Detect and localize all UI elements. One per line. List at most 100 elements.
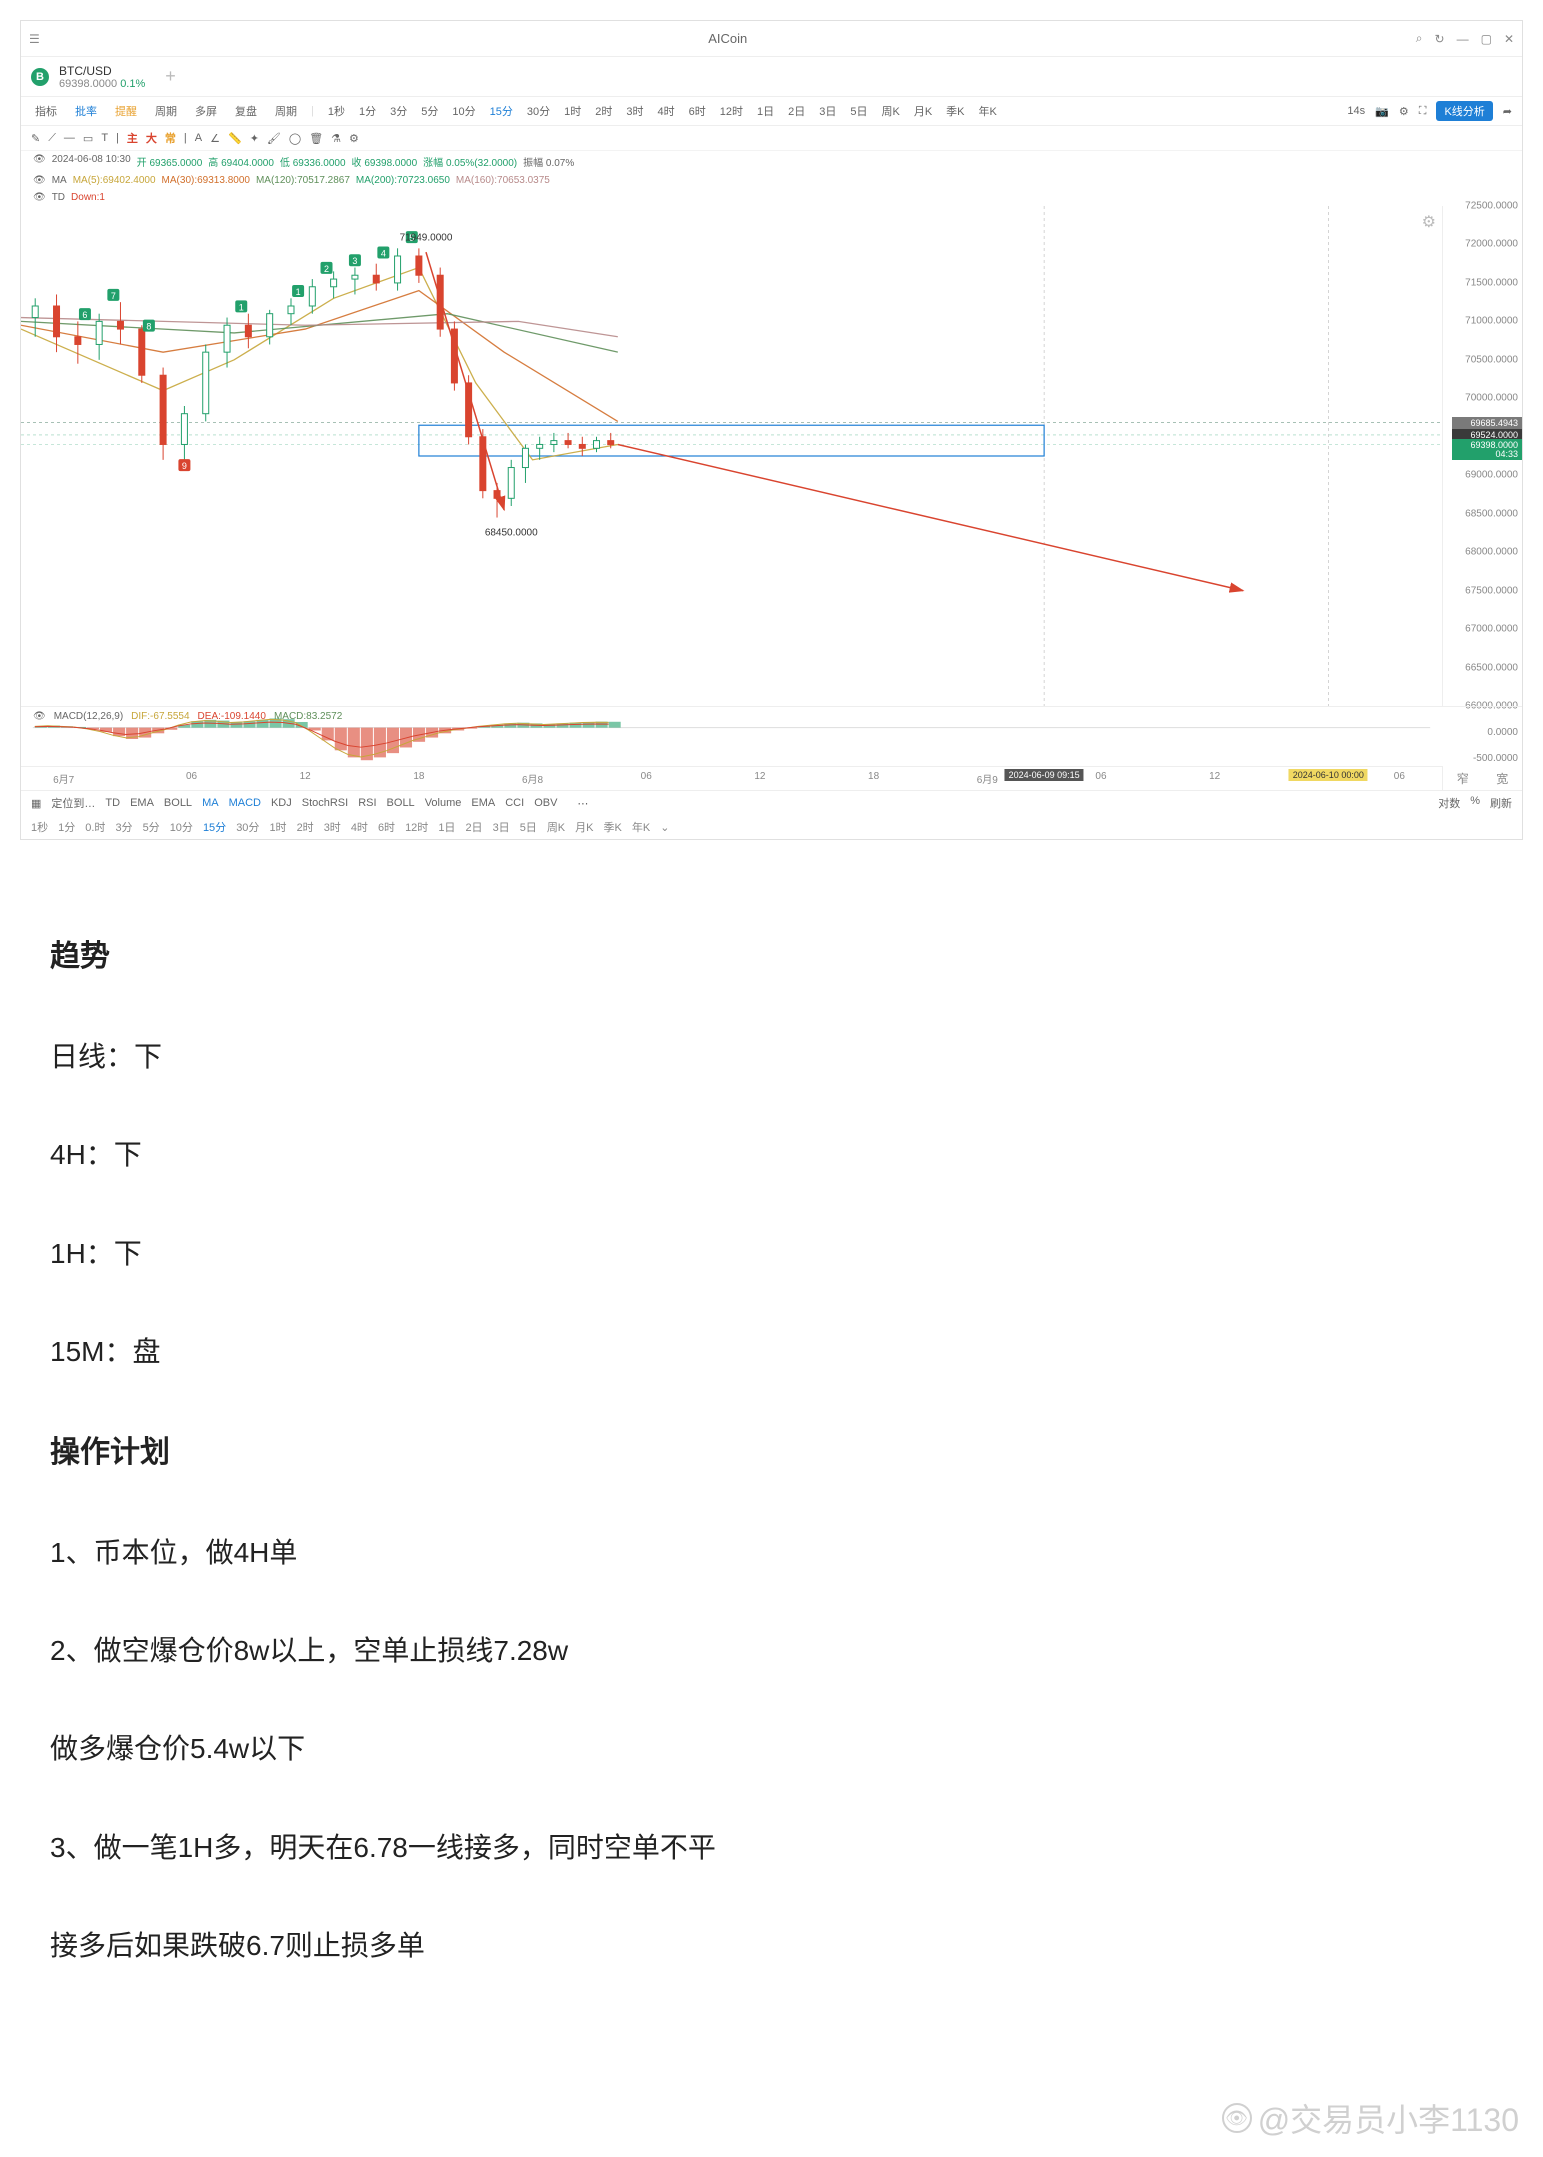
expand-icon[interactable]: ⛶ bbox=[1419, 105, 1427, 118]
tool-brush-icon[interactable]: 🖌 bbox=[267, 132, 281, 145]
tf-5分[interactable]: 5分 bbox=[417, 104, 442, 120]
btf-12时[interactable]: 12时 bbox=[405, 819, 428, 835]
add-tab-button[interactable]: + bbox=[155, 66, 186, 87]
locate-button[interactable]: 定位到… bbox=[51, 795, 95, 811]
btf-1时[interactable]: 1时 bbox=[269, 819, 286, 835]
tool-delete-icon[interactable]: 🗑 bbox=[309, 132, 323, 145]
btf-3分[interactable]: 3分 bbox=[115, 819, 132, 835]
size-normal[interactable]: 常 bbox=[165, 130, 176, 146]
indicator-CCI[interactable]: CCI bbox=[505, 797, 524, 809]
btf-30分[interactable]: 30分 bbox=[236, 819, 259, 835]
size-main[interactable]: 主 bbox=[127, 130, 138, 146]
tf-3分[interactable]: 3分 bbox=[386, 104, 411, 120]
tb-replay[interactable]: 复盘 bbox=[231, 101, 261, 121]
close-icon[interactable]: ✕ bbox=[1504, 32, 1514, 46]
refresh-button[interactable]: 刷新 bbox=[1490, 795, 1512, 811]
share-icon[interactable]: ➦ bbox=[1503, 105, 1512, 118]
btf-月K[interactable]: 月K bbox=[575, 819, 593, 835]
indicator-BOLL[interactable]: BOLL bbox=[164, 797, 192, 809]
symbol-pair[interactable]: BTC/USD bbox=[59, 64, 145, 78]
tf-1时[interactable]: 1时 bbox=[560, 104, 585, 120]
indicator-TD[interactable]: TD bbox=[105, 797, 120, 809]
btf-1日[interactable]: 1日 bbox=[438, 819, 455, 835]
main-chart-area[interactable]: 678911234571949.000068450.0000 72500.000… bbox=[21, 206, 1522, 706]
indicator-RSI[interactable]: RSI bbox=[358, 797, 376, 809]
eye-icon[interactable]: 👁 bbox=[33, 154, 46, 169]
tf-expand-icon[interactable]: ⌄ bbox=[660, 821, 669, 834]
btf-4时[interactable]: 4时 bbox=[351, 819, 368, 835]
percent-toggle[interactable]: % bbox=[1470, 795, 1480, 811]
draw-rect-icon[interactable]: ▭ bbox=[83, 132, 93, 145]
indicator-MA[interactable]: MA bbox=[202, 797, 219, 809]
tf-3时[interactable]: 3时 bbox=[622, 104, 647, 120]
zoom-controls[interactable]: 窄 宽 bbox=[1442, 766, 1522, 790]
btf-周K[interactable]: 周K bbox=[547, 819, 565, 835]
tb-cycle[interactable]: 周期 bbox=[271, 101, 301, 121]
more-indicators-icon[interactable]: ⋯ bbox=[577, 797, 588, 810]
tb-rate[interactable]: 批率 bbox=[71, 101, 101, 121]
tf-2时[interactable]: 2时 bbox=[591, 104, 616, 120]
draw-horiz-icon[interactable]: — bbox=[64, 132, 75, 144]
tf-3日[interactable]: 3日 bbox=[815, 104, 840, 120]
btf-1分[interactable]: 1分 bbox=[58, 819, 75, 835]
tool-angle-icon[interactable]: ∠ bbox=[210, 132, 220, 145]
tf-月K[interactable]: 月K bbox=[910, 104, 936, 120]
btf-5分[interactable]: 5分 bbox=[143, 819, 160, 835]
tf-5日[interactable]: 5日 bbox=[846, 104, 871, 120]
draw-pencil-icon[interactable]: ✎ bbox=[31, 132, 40, 145]
tool-ruler-icon[interactable]: 📏 bbox=[228, 132, 242, 145]
tool-settings-icon[interactable]: ⚙ bbox=[349, 132, 359, 145]
indicator-EMA[interactable]: EMA bbox=[130, 797, 154, 809]
app-menu-icon[interactable]: ☰ bbox=[29, 32, 40, 46]
grid-icon[interactable]: ▦ bbox=[31, 797, 41, 810]
tb-period[interactable]: 周期 bbox=[151, 101, 181, 121]
indicator-EMA[interactable]: EMA bbox=[471, 797, 495, 809]
tf-4时[interactable]: 4时 bbox=[653, 104, 678, 120]
eye-icon[interactable]: 👁 bbox=[33, 175, 46, 186]
chart-settings-icon[interactable]: ⚙ bbox=[1422, 212, 1436, 232]
size-large[interactable]: 大 bbox=[146, 130, 157, 146]
btf-10分[interactable]: 10分 bbox=[170, 819, 193, 835]
btf-15分[interactable]: 15分 bbox=[203, 819, 226, 835]
tool-magic-icon[interactable]: ✦ bbox=[250, 132, 259, 145]
eye-icon[interactable]: 👁 bbox=[33, 192, 46, 203]
btf-0.时[interactable]: 0.时 bbox=[85, 819, 105, 835]
indicator-MACD[interactable]: MACD bbox=[229, 797, 261, 809]
btf-2日[interactable]: 2日 bbox=[465, 819, 482, 835]
indicator-OBV[interactable]: OBV bbox=[534, 797, 557, 809]
settings-icon[interactable]: ⚙ bbox=[1399, 105, 1409, 118]
btf-季K[interactable]: 季K bbox=[604, 819, 622, 835]
tb-multi[interactable]: 多屏 bbox=[191, 101, 221, 121]
btf-年K[interactable]: 年K bbox=[632, 819, 650, 835]
maximize-icon[interactable]: ▢ bbox=[1481, 32, 1492, 46]
search-icon[interactable]: ⌕ bbox=[1416, 31, 1423, 46]
log-toggle[interactable]: 对数 bbox=[1438, 795, 1460, 811]
tf-15分[interactable]: 15分 bbox=[486, 104, 517, 120]
tool-circle-icon[interactable]: ◯ bbox=[289, 132, 301, 145]
tf-2日[interactable]: 2日 bbox=[784, 104, 809, 120]
draw-text-icon[interactable]: T bbox=[101, 132, 108, 144]
tb-alert[interactable]: 提醒 bbox=[111, 101, 141, 121]
btf-5日[interactable]: 5日 bbox=[520, 819, 537, 835]
tool-filter-icon[interactable]: ⚗ bbox=[331, 132, 341, 145]
tf-10分[interactable]: 10分 bbox=[448, 104, 479, 120]
btf-3时[interactable]: 3时 bbox=[324, 819, 341, 835]
tf-1秒[interactable]: 1秒 bbox=[324, 104, 349, 120]
btf-6时[interactable]: 6时 bbox=[378, 819, 395, 835]
tf-30分[interactable]: 30分 bbox=[523, 104, 554, 120]
tf-6时[interactable]: 6时 bbox=[685, 104, 710, 120]
tf-季K[interactable]: 季K bbox=[942, 104, 968, 120]
tool-a-icon[interactable]: A bbox=[195, 132, 202, 144]
tf-1日[interactable]: 1日 bbox=[753, 104, 778, 120]
btf-2时[interactable]: 2时 bbox=[297, 819, 314, 835]
indicator-KDJ[interactable]: KDJ bbox=[271, 797, 292, 809]
minimize-icon[interactable]: — bbox=[1457, 32, 1469, 46]
tf-12时[interactable]: 12时 bbox=[716, 104, 747, 120]
kline-analysis-button[interactable]: K线分析 bbox=[1436, 101, 1492, 121]
indicator-StochRSI[interactable]: StochRSI bbox=[302, 797, 348, 809]
refresh-icon[interactable]: ↻ bbox=[1435, 32, 1445, 46]
btf-1秒[interactable]: 1秒 bbox=[31, 819, 48, 835]
draw-line-icon[interactable]: ⟋ bbox=[48, 132, 56, 145]
indicator-Volume[interactable]: Volume bbox=[425, 797, 462, 809]
camera-icon[interactable]: 📷 bbox=[1375, 105, 1389, 118]
